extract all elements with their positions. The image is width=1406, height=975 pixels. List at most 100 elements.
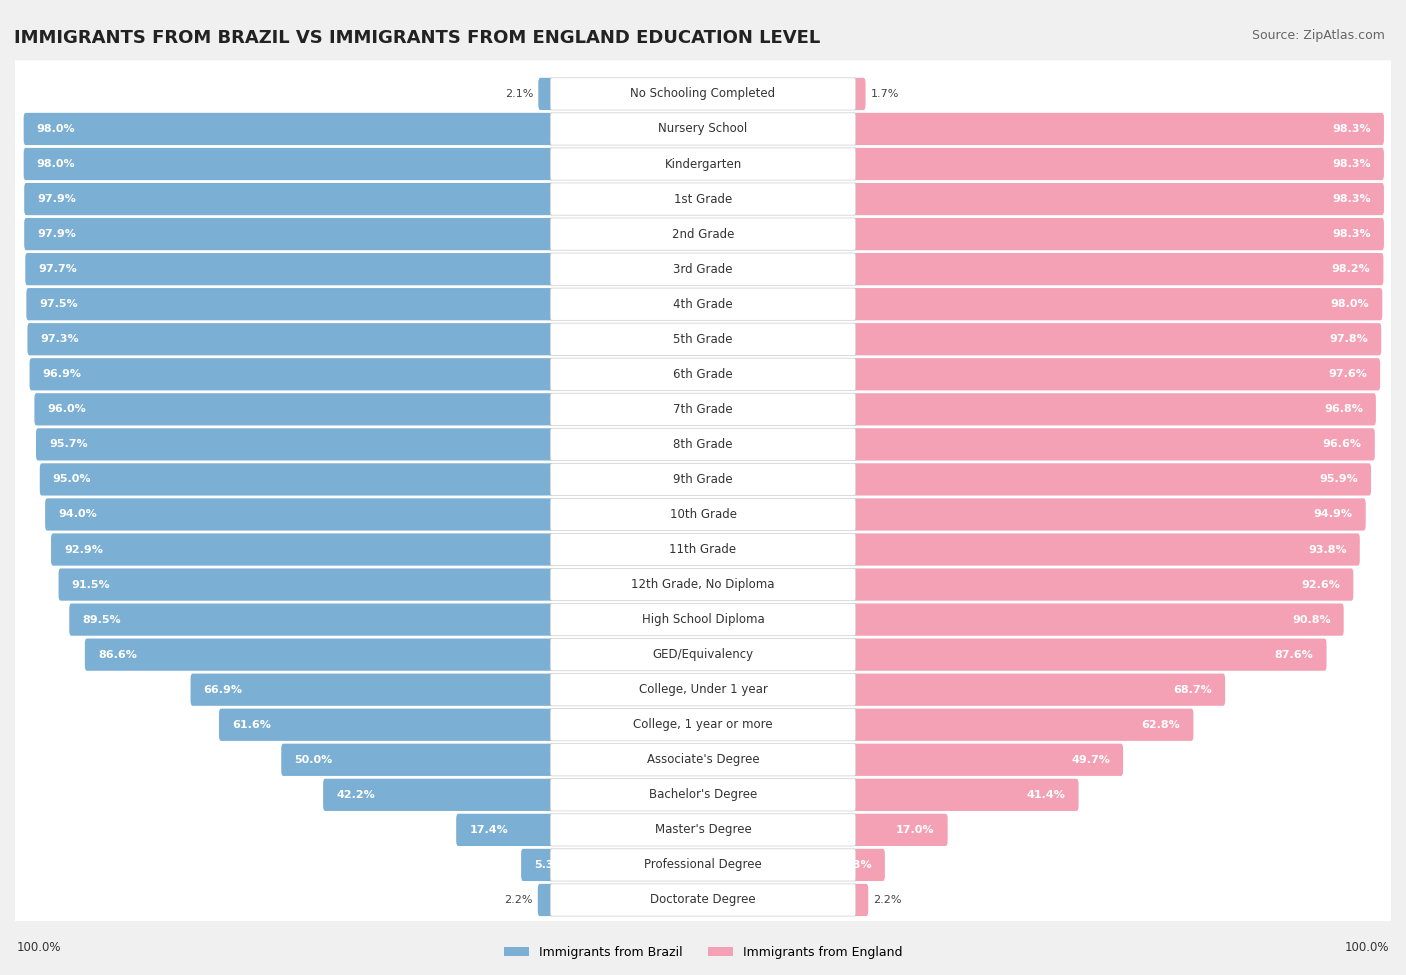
Text: Kindergarten: Kindergarten — [665, 158, 741, 171]
Text: 96.6%: 96.6% — [1323, 440, 1362, 449]
Text: Source: ZipAtlas.com: Source: ZipAtlas.com — [1251, 29, 1385, 42]
Legend: Immigrants from Brazil, Immigrants from England: Immigrants from Brazil, Immigrants from … — [499, 941, 907, 964]
FancyBboxPatch shape — [45, 498, 554, 530]
Text: 50.0%: 50.0% — [294, 755, 333, 764]
FancyBboxPatch shape — [8, 832, 1398, 899]
Text: 100.0%: 100.0% — [1344, 941, 1389, 954]
FancyBboxPatch shape — [8, 761, 1398, 829]
FancyBboxPatch shape — [8, 236, 1398, 303]
FancyBboxPatch shape — [852, 254, 1384, 286]
Text: Professional Degree: Professional Degree — [644, 858, 762, 872]
FancyBboxPatch shape — [8, 410, 1398, 478]
FancyBboxPatch shape — [852, 148, 1384, 180]
FancyBboxPatch shape — [550, 779, 856, 811]
Text: 1.7%: 1.7% — [870, 89, 898, 98]
Text: IMMIGRANTS FROM BRAZIL VS IMMIGRANTS FROM ENGLAND EDUCATION LEVEL: IMMIGRANTS FROM BRAZIL VS IMMIGRANTS FRO… — [14, 29, 820, 47]
Text: 8th Grade: 8th Grade — [673, 438, 733, 450]
FancyBboxPatch shape — [550, 183, 856, 215]
FancyBboxPatch shape — [191, 674, 554, 706]
FancyBboxPatch shape — [24, 148, 554, 180]
Text: 91.5%: 91.5% — [72, 579, 110, 590]
FancyBboxPatch shape — [24, 113, 554, 145]
FancyBboxPatch shape — [8, 481, 1398, 548]
FancyBboxPatch shape — [8, 305, 1398, 372]
FancyBboxPatch shape — [37, 428, 554, 460]
FancyBboxPatch shape — [69, 604, 554, 636]
FancyBboxPatch shape — [550, 709, 856, 741]
FancyBboxPatch shape — [8, 551, 1398, 618]
Text: 95.0%: 95.0% — [53, 475, 91, 485]
FancyBboxPatch shape — [550, 78, 856, 110]
Text: 17.4%: 17.4% — [470, 825, 508, 835]
Text: 97.6%: 97.6% — [1329, 370, 1367, 379]
Text: 87.6%: 87.6% — [1275, 649, 1313, 660]
FancyBboxPatch shape — [852, 323, 1381, 355]
Text: Nursery School: Nursery School — [658, 123, 748, 136]
Text: 9th Grade: 9th Grade — [673, 473, 733, 486]
FancyBboxPatch shape — [550, 288, 856, 321]
FancyBboxPatch shape — [8, 586, 1398, 653]
Text: 86.6%: 86.6% — [98, 649, 136, 660]
FancyBboxPatch shape — [852, 463, 1371, 495]
FancyBboxPatch shape — [852, 568, 1354, 601]
Text: 92.6%: 92.6% — [1302, 579, 1340, 590]
Text: 98.3%: 98.3% — [1333, 124, 1371, 134]
Text: 5th Grade: 5th Grade — [673, 332, 733, 346]
FancyBboxPatch shape — [323, 779, 554, 811]
FancyBboxPatch shape — [852, 113, 1384, 145]
FancyBboxPatch shape — [27, 288, 554, 321]
FancyBboxPatch shape — [8, 726, 1398, 794]
FancyBboxPatch shape — [550, 393, 856, 425]
Text: 6th Grade: 6th Grade — [673, 368, 733, 381]
FancyBboxPatch shape — [28, 323, 554, 355]
Text: 97.5%: 97.5% — [39, 299, 79, 309]
Text: 4th Grade: 4th Grade — [673, 297, 733, 311]
FancyBboxPatch shape — [39, 463, 554, 495]
Text: 98.0%: 98.0% — [1330, 299, 1369, 309]
Text: 98.3%: 98.3% — [1333, 194, 1371, 204]
Text: 89.5%: 89.5% — [83, 614, 121, 625]
FancyBboxPatch shape — [24, 183, 554, 215]
Text: 7th Grade: 7th Grade — [673, 403, 733, 415]
FancyBboxPatch shape — [8, 446, 1398, 513]
FancyBboxPatch shape — [8, 375, 1398, 443]
FancyBboxPatch shape — [852, 884, 869, 916]
Text: Bachelor's Degree: Bachelor's Degree — [650, 789, 756, 801]
Text: 49.7%: 49.7% — [1071, 755, 1111, 764]
FancyBboxPatch shape — [852, 533, 1360, 566]
FancyBboxPatch shape — [8, 797, 1398, 864]
Text: 62.8%: 62.8% — [1142, 720, 1181, 729]
FancyBboxPatch shape — [456, 814, 554, 846]
FancyBboxPatch shape — [550, 254, 856, 286]
FancyBboxPatch shape — [550, 744, 856, 776]
FancyBboxPatch shape — [550, 428, 856, 460]
FancyBboxPatch shape — [550, 323, 856, 355]
FancyBboxPatch shape — [537, 884, 554, 916]
Text: 97.7%: 97.7% — [38, 264, 77, 274]
FancyBboxPatch shape — [8, 270, 1398, 338]
FancyBboxPatch shape — [852, 744, 1123, 776]
FancyBboxPatch shape — [550, 568, 856, 601]
Text: 96.0%: 96.0% — [48, 405, 86, 414]
Text: 100.0%: 100.0% — [17, 941, 62, 954]
FancyBboxPatch shape — [550, 884, 856, 916]
Text: 2nd Grade: 2nd Grade — [672, 227, 734, 241]
Text: 2.2%: 2.2% — [505, 895, 533, 905]
Text: 61.6%: 61.6% — [232, 720, 271, 729]
FancyBboxPatch shape — [550, 463, 856, 495]
Text: 98.0%: 98.0% — [37, 124, 76, 134]
FancyBboxPatch shape — [219, 709, 554, 741]
FancyBboxPatch shape — [8, 516, 1398, 583]
Text: 2.2%: 2.2% — [873, 895, 901, 905]
FancyBboxPatch shape — [8, 166, 1398, 233]
Text: 68.7%: 68.7% — [1173, 684, 1212, 695]
Text: 97.8%: 97.8% — [1330, 334, 1368, 344]
Text: 98.0%: 98.0% — [37, 159, 76, 169]
Text: 98.3%: 98.3% — [1333, 229, 1371, 239]
FancyBboxPatch shape — [34, 393, 554, 425]
Text: 97.9%: 97.9% — [38, 194, 76, 204]
Text: 95.7%: 95.7% — [49, 440, 87, 449]
Text: 42.2%: 42.2% — [336, 790, 375, 799]
Text: 5.3%: 5.3% — [534, 860, 565, 870]
Text: 97.3%: 97.3% — [41, 334, 79, 344]
